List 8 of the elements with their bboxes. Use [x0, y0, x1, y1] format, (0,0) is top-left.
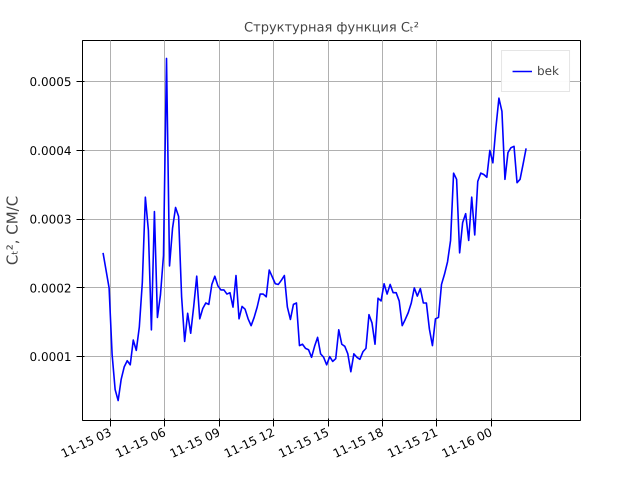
legend-label: bek: [537, 64, 559, 78]
y-tick-label: 0.0003: [30, 212, 72, 227]
y-tick-label: 0.0001: [30, 350, 72, 364]
y-axis-title: Cₜ², СМ/С: [4, 196, 22, 266]
y-tick-label: 0.0002: [30, 281, 72, 296]
y-tick-label: 0.0005: [30, 75, 72, 90]
y-tick-label: 0.0004: [30, 144, 72, 158]
chart-title: Структурная функция Cₜ²: [244, 20, 419, 36]
